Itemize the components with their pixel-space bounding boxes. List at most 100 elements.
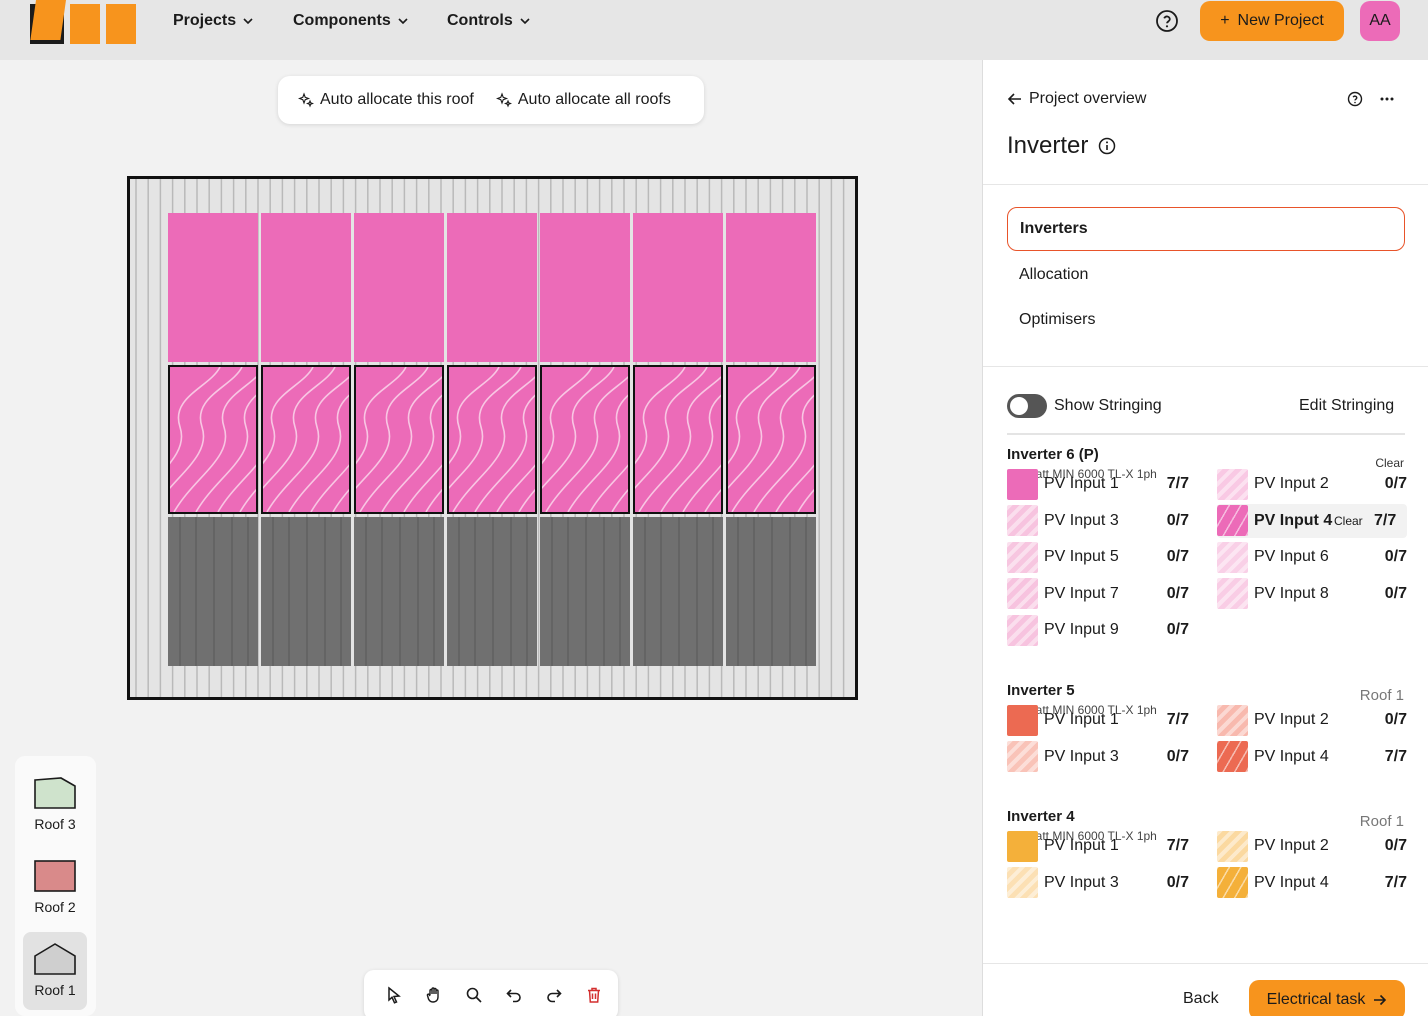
panel-pattern (737, 517, 807, 666)
nav-components-label: Components (293, 12, 391, 29)
pv-input-row[interactable]: PV Input 6 0/7 (1217, 540, 1407, 574)
solar-panel[interactable] (633, 517, 723, 666)
pv-input-swatch (1007, 704, 1038, 736)
solar-panel[interactable] (447, 517, 537, 666)
help-icon[interactable] (1155, 9, 1179, 33)
plus-icon: + (1220, 12, 1230, 29)
solar-panel[interactable] (168, 517, 258, 666)
pv-input-row[interactable]: PV Input 7 0/7 (1007, 577, 1189, 611)
project-overview-link[interactable]: Project overview (1007, 90, 1146, 108)
more-icon[interactable] (1379, 91, 1395, 107)
pv-input-swatch (1007, 468, 1038, 500)
pv-input-row[interactable]: PV Input 1 7/7 (1007, 829, 1189, 863)
pv-input-count: 7/7 (1166, 475, 1189, 492)
solar-panel[interactable] (408, 365, 610, 514)
redo-button[interactable] (544, 985, 564, 1005)
solar-panel[interactable] (540, 213, 630, 362)
pv-input-row[interactable]: PV Input 3 0/7 (1007, 504, 1189, 538)
solar-panel[interactable] (633, 213, 723, 362)
roof-canvas[interactable] (127, 176, 858, 700)
arrow-right-icon (1374, 994, 1387, 1006)
app-logo[interactable] (30, 0, 138, 44)
pv-input-row[interactable]: PV Input 3 0/7 (1007, 866, 1189, 900)
solar-panel[interactable] (354, 213, 444, 362)
divider (1007, 433, 1405, 435)
pv-input-row[interactable]: PV Input 4 Clear 7/7 (1217, 503, 1407, 538)
auto-allocate-roof-button[interactable]: Auto allocate this roof (298, 91, 474, 109)
edit-stringing-button[interactable]: Edit Stringing (1299, 397, 1395, 414)
solar-panel[interactable] (447, 213, 537, 362)
pv-input-label: PV Input 3 (1044, 511, 1119, 529)
chevron-down-icon (520, 18, 530, 25)
roof-item-1[interactable]: Roof 1 (23, 932, 87, 1010)
pan-tool[interactable] (424, 985, 444, 1005)
solar-panel[interactable] (540, 517, 630, 666)
top-bar: Projects Components Controls + New Proje… (0, 0, 1428, 60)
nav-controls[interactable]: Controls (447, 11, 531, 31)
pv-input-label: PV Input 4 (1254, 873, 1329, 891)
panel-footer: Back Electrical task (983, 963, 1428, 1016)
nav-projects[interactable]: Projects (173, 11, 254, 31)
pv-input-row[interactable]: PV Input 1 7/7 (1007, 467, 1189, 501)
show-stringing-toggle[interactable] (1007, 394, 1047, 418)
solar-panel[interactable] (261, 213, 351, 362)
pv-input-row[interactable]: PV Input 3 0/7 (1007, 740, 1189, 774)
pv-input-row[interactable]: PV Input 2 0/7 (1217, 703, 1407, 737)
zoom-tool[interactable] (464, 985, 484, 1005)
solar-panel[interactable] (315, 365, 517, 514)
info-icon[interactable] (1098, 137, 1116, 155)
solar-panel[interactable] (222, 365, 424, 514)
search-icon (466, 987, 482, 1003)
solar-panel[interactable] (726, 213, 816, 362)
inverter-roof-label: Roof 1 (1359, 687, 1404, 704)
menu-optimisers[interactable]: Optimisers (1019, 311, 1096, 328)
pv-input-count: 7/7 (1384, 747, 1407, 765)
clear-input-button[interactable]: Clear (1334, 513, 1363, 528)
pv-input-row[interactable]: PV Input 1 7/7 (1007, 703, 1189, 737)
avatar[interactable]: AA (1360, 1, 1400, 41)
panel-pattern (644, 517, 714, 666)
pv-input-swatch (1007, 830, 1038, 862)
roof-shape-icon (34, 943, 76, 975)
pv-input-count: 0/7 (1166, 548, 1189, 566)
pv-input-row[interactable]: PV Input 4 7/7 (1217, 866, 1407, 900)
solar-panel[interactable] (261, 517, 351, 666)
sparkle-icon (298, 92, 314, 108)
help-icon[interactable] (1347, 91, 1363, 107)
undo-button[interactable] (504, 985, 524, 1005)
panel-pattern (179, 517, 249, 666)
roof-item-3[interactable]: Roof 3 (23, 766, 87, 844)
solar-panel[interactable] (168, 213, 258, 362)
menu-inverters[interactable]: Inverters (1007, 207, 1405, 251)
pv-input-swatch (1007, 505, 1038, 537)
pv-input-row[interactable]: PV Input 4 7/7 (1217, 740, 1407, 774)
solar-panel[interactable] (354, 517, 444, 666)
pv-input-row[interactable]: PV Input 2 0/7 (1217, 829, 1407, 863)
pv-input-row[interactable]: PV Input 5 0/7 (1007, 540, 1189, 574)
solar-panel[interactable] (501, 365, 703, 514)
electrical-task-button[interactable]: Electrical task (1249, 980, 1405, 1016)
solar-panel[interactable] (726, 517, 816, 666)
delete-button[interactable] (584, 985, 604, 1005)
pv-input-row[interactable]: PV Input 9 0/7 (1007, 613, 1189, 647)
menu-allocation[interactable]: Allocation (1019, 266, 1089, 283)
back-button[interactable]: Back (1183, 990, 1219, 1007)
pv-input-label: PV Input 1 (1044, 475, 1119, 492)
pv-input-label: PV Input 9 (1044, 621, 1119, 639)
new-project-button[interactable]: + New Project (1200, 1, 1344, 41)
arrow-left-icon (1007, 93, 1021, 105)
pv-input-row[interactable]: PV Input 8 0/7 (1217, 577, 1407, 611)
pv-input-swatch (1007, 614, 1038, 646)
solar-panel[interactable] (130, 365, 331, 514)
nav-components[interactable]: Components (293, 11, 409, 31)
select-tool[interactable] (384, 985, 404, 1005)
solar-panel[interactable] (687, 365, 855, 514)
roof-item-2[interactable]: Roof 2 (23, 849, 87, 927)
pv-input-row[interactable]: PV Input 2 0/7 (1217, 467, 1407, 501)
clear-inverter-button[interactable]: Clear (1375, 456, 1404, 470)
roof-item-label: Roof 1 (34, 982, 76, 998)
solar-panel[interactable] (594, 365, 796, 514)
inverter-model: Growatt MIN 6000 TL-X 1ph (1007, 829, 1157, 843)
cursor-icon (388, 986, 401, 1004)
auto-allocate-all-button[interactable]: Auto allocate all roofs (495, 91, 671, 109)
